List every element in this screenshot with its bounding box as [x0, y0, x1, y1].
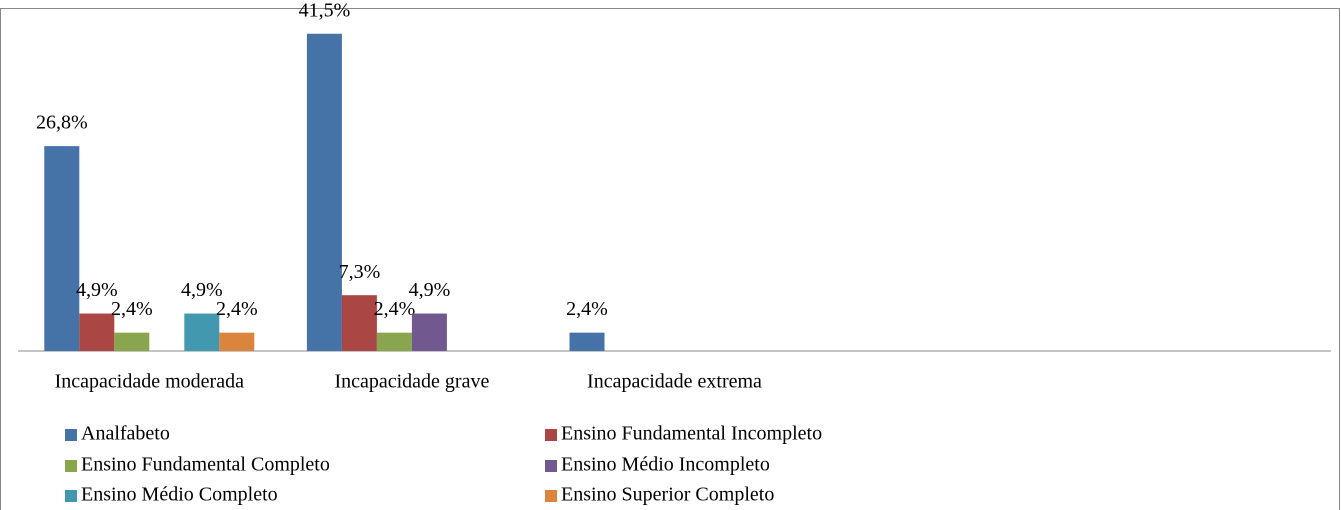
data-label: 26,8% — [36, 112, 88, 134]
legend-label: Ensino Médio Incompleto — [561, 454, 770, 476]
data-label: 7,3% — [339, 261, 381, 283]
chart-frame — [0, 8, 1340, 510]
bar — [219, 332, 255, 351]
bar — [569, 332, 605, 351]
bar — [411, 313, 447, 351]
x-tick-label: Incapacidade moderada — [55, 371, 244, 393]
bar — [376, 332, 412, 351]
bar — [306, 33, 342, 351]
data-label: 4,9% — [409, 279, 451, 301]
data-label: 41,5% — [299, 0, 351, 21]
legend-swatch — [65, 460, 77, 472]
legend-swatch — [545, 429, 557, 441]
x-tick-label: Incapacidade extrema — [587, 371, 762, 393]
x-tick-label: Incapacidade grave — [334, 371, 489, 393]
legend-swatch — [65, 490, 77, 502]
legend-swatch — [545, 460, 557, 472]
data-label: 2,4% — [111, 298, 153, 320]
data-label: 2,4% — [374, 298, 416, 320]
data-label: 2,4% — [566, 298, 608, 320]
bar — [79, 313, 115, 351]
bar — [341, 295, 377, 351]
legend-label: Ensino Fundamental Completo — [81, 454, 330, 476]
data-label: 4,9% — [76, 279, 118, 301]
bar — [184, 313, 220, 351]
data-label: 2,4% — [216, 298, 258, 320]
legend-label: Analfabeto — [81, 423, 170, 445]
data-label: 4,9% — [181, 279, 223, 301]
legend-label: Ensino Superior Completo — [561, 484, 774, 506]
bar — [114, 332, 150, 351]
legend-label: Ensino Fundamental Incompleto — [561, 423, 822, 445]
legend-swatch — [545, 490, 557, 502]
legend-swatch — [65, 429, 77, 441]
legend-label: Ensino Médio Completo — [81, 484, 278, 506]
bar — [44, 146, 80, 351]
